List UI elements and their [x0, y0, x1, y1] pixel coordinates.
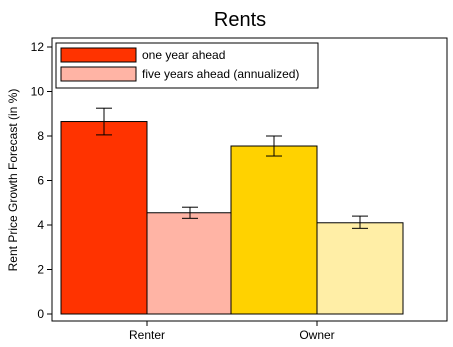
bar-renter-one-year [60, 121, 148, 315]
y-tick-label: 0 [37, 307, 44, 321]
y-tick-label: 4 [37, 218, 44, 232]
y-tick-label: 6 [37, 174, 44, 188]
bar-owner-one-year [230, 145, 318, 315]
x-tick-label: Owner [299, 328, 334, 342]
axes: 0 2 4 6 8 10 12 Renter Owner [31, 37, 448, 342]
y-axis-label: Rent Price Growth Forecast (in %) [6, 89, 20, 272]
x-tick-label: Renter [129, 328, 165, 342]
y-tick-label: 8 [37, 129, 44, 143]
y-tick-label: 12 [31, 40, 45, 54]
legend: one year ahead five years ahead (annualiz… [55, 42, 319, 89]
y-tick-label: 10 [31, 85, 45, 99]
chart-title: Rents [214, 9, 266, 31]
y-tick-label: 2 [37, 263, 44, 277]
legend-label: five years ahead (annualized) [142, 67, 299, 81]
legend-label: one year ahead [142, 48, 225, 62]
bar-owner-five-years [316, 222, 404, 315]
bars [60, 107, 404, 315]
plot-frame [51, 37, 448, 322]
bar-renter-five-years [146, 212, 234, 315]
legend-swatch [60, 66, 137, 82]
legend-swatch [60, 47, 137, 63]
